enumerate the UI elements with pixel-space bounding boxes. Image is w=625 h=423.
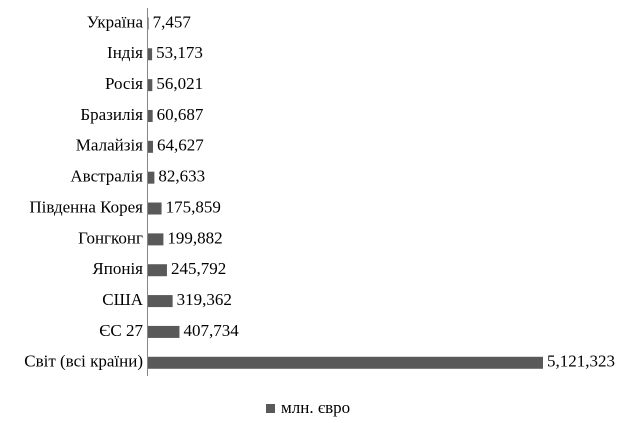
y-tick-label: Індія [107,43,143,62]
value-label: 245,792 [171,259,226,278]
bar [148,48,153,61]
bar [148,295,173,308]
y-tick-label: Малайзія [76,136,143,155]
legend-swatch [266,404,275,413]
value-label: 64,627 [157,136,204,155]
bar [148,325,180,338]
y-tick-label: Австралія [70,167,143,186]
bar [148,140,153,153]
y-tick-label: Росія [105,74,143,93]
value-label: 60,687 [157,105,204,124]
y-tick-label: Японія [92,259,143,278]
value-label: 319,362 [177,290,232,309]
y-tick-label: Світ (всі країни) [24,352,143,371]
bar [148,202,162,215]
value-label: 175,859 [166,197,221,216]
y-tick-label: Бразилія [80,105,143,124]
value-label: 407,734 [183,321,239,340]
y-tick-label: ЄС 27 [99,321,143,340]
bar [148,109,153,122]
bar [148,264,167,277]
value-label: 199,882 [167,228,222,247]
legend-label: млн. євро [281,398,350,417]
bar [148,171,155,184]
y-tick-label: Південна Корея [29,197,143,216]
value-label: 5,121,323 [547,352,615,371]
bar [148,17,149,30]
y-tick-label: Україна [87,12,144,31]
value-label: 82,633 [158,167,205,186]
value-label: 53,173 [156,43,203,62]
value-label: 56,021 [156,74,203,93]
bar [148,356,543,369]
value-label: 7,457 [153,12,192,31]
bar [148,79,153,92]
y-tick-label: США [102,290,143,309]
bar [148,233,164,246]
y-tick-label: Гонгконг [78,228,143,247]
